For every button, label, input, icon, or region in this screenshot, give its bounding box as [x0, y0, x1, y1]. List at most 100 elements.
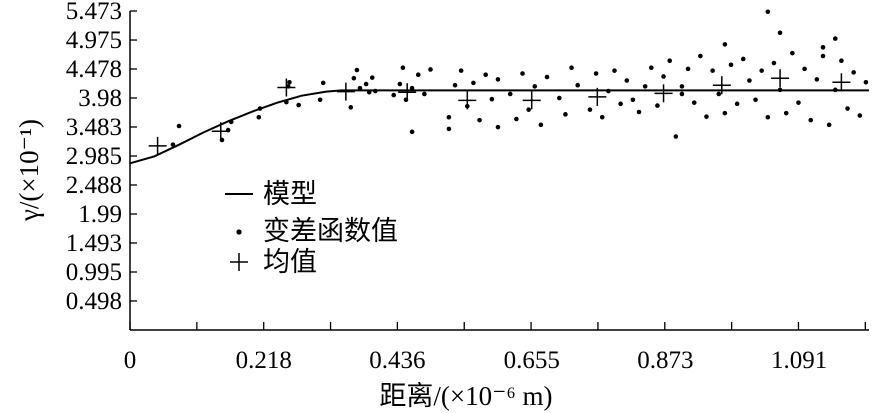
x-axis-title: 距离/(×10⁻⁶ m) — [379, 381, 552, 411]
variogram-point — [624, 78, 630, 83]
y-tick-label: 2.488 — [66, 172, 122, 199]
variogram-point — [740, 56, 746, 62]
legend-label: 均值 — [263, 247, 317, 277]
mean-point — [654, 84, 673, 103]
y-axis-title: γ/(×10⁻¹) — [14, 119, 44, 222]
variogram-point — [366, 89, 372, 95]
variogram-point — [777, 87, 783, 93]
variogram-point — [839, 58, 844, 64]
variogram-point — [814, 77, 820, 82]
variogram-point — [526, 107, 531, 112]
variogram-point — [642, 84, 648, 89]
variogram-point — [507, 91, 513, 97]
variogram-point — [759, 68, 764, 73]
variogram-point — [802, 66, 807, 72]
variogram-point — [320, 80, 326, 86]
variogram-point — [636, 109, 642, 115]
variogram-dots-series — [170, 9, 869, 147]
variogram-point — [587, 107, 593, 112]
variogram-point — [575, 82, 580, 88]
y-tick-label: 1.493 — [66, 230, 122, 257]
y-tick-label: 3.98 — [78, 85, 122, 112]
model-curve — [129, 89, 869, 165]
variogram-point — [820, 53, 826, 59]
variogram-point — [483, 72, 489, 78]
mean-point — [336, 82, 355, 101]
y-tick-label: 0.995 — [66, 259, 122, 286]
variogram-point — [734, 101, 740, 107]
variogram-point — [471, 80, 476, 86]
variogram-point — [722, 42, 728, 47]
variogram-point — [354, 67, 360, 73]
variogram-point — [256, 114, 262, 120]
x-tick-label: 0.873 — [637, 347, 693, 374]
variogram-point — [747, 78, 752, 83]
variogram-point — [685, 66, 691, 72]
variogram-point — [832, 36, 838, 41]
variogram-point — [351, 75, 357, 81]
variogram-point — [796, 100, 801, 105]
legend-label: 变差函数值 — [263, 216, 398, 246]
variogram-point — [826, 122, 832, 128]
y-axis-ticks: 0.4980.9951.4931.992.4882.9853.4833.984.… — [66, 0, 137, 315]
y-tick-label: 1.99 — [78, 201, 122, 228]
y-tick-label: 0.498 — [66, 288, 122, 315]
legend-item: 模型 — [225, 179, 317, 209]
variogram-point — [599, 114, 605, 120]
legend-item: 均值 — [230, 247, 317, 277]
variogram-point — [777, 30, 783, 36]
variogram-point — [630, 97, 636, 103]
legend-item: 变差函数值 — [236, 216, 398, 246]
variogram-point — [422, 91, 427, 97]
x-axis-ticks: 0 0.218 0.436 0.655 0.873 1.091 — [124, 322, 866, 374]
mean-point — [832, 73, 851, 92]
variogram-point — [704, 114, 709, 119]
variogram-point — [228, 119, 234, 125]
variogram-point — [661, 74, 666, 79]
variogram-point — [679, 84, 685, 89]
variogram-point — [520, 71, 525, 76]
variogram-point — [357, 85, 363, 91]
mean-point — [398, 83, 417, 102]
variogram-point — [556, 95, 562, 101]
variogram-point — [722, 110, 728, 116]
variogram-point — [771, 60, 777, 66]
axes — [129, 11, 869, 331]
variogram-point — [409, 129, 415, 135]
mean-point — [522, 91, 541, 110]
variogram-point — [409, 85, 415, 91]
variogram-point — [296, 102, 301, 108]
y-tick-label: 5.473 — [66, 0, 122, 25]
variogram-point — [495, 124, 501, 130]
variogram-point — [593, 71, 599, 76]
mean-point — [148, 136, 167, 155]
variogram-point — [514, 116, 519, 122]
variogram-point — [452, 82, 458, 88]
variogram-point — [446, 126, 452, 132]
x-tick-label: 1.091 — [771, 347, 827, 374]
variogram-point — [257, 106, 263, 111]
variogram-point — [544, 74, 550, 80]
variogram-point — [287, 79, 292, 85]
variogram-point — [495, 77, 501, 82]
model-series — [129, 89, 869, 165]
y-tick-label: 3.483 — [66, 114, 122, 141]
variogram-point — [673, 134, 679, 139]
variogram-point — [691, 100, 697, 105]
variogram-point — [369, 75, 375, 80]
variogram-point — [284, 99, 289, 105]
y-tick-label: 4.478 — [66, 56, 122, 83]
variogram-point — [728, 62, 734, 68]
mean-point — [211, 122, 230, 141]
variogram-point — [857, 113, 863, 118]
variogram-point — [851, 70, 856, 75]
variogram-point — [397, 81, 403, 87]
mean-point — [458, 91, 477, 110]
variogram-point — [783, 110, 789, 116]
variogram-point — [679, 91, 685, 97]
variogram-point — [176, 123, 182, 129]
mean-point — [771, 69, 790, 88]
variogram-point — [612, 68, 617, 73]
